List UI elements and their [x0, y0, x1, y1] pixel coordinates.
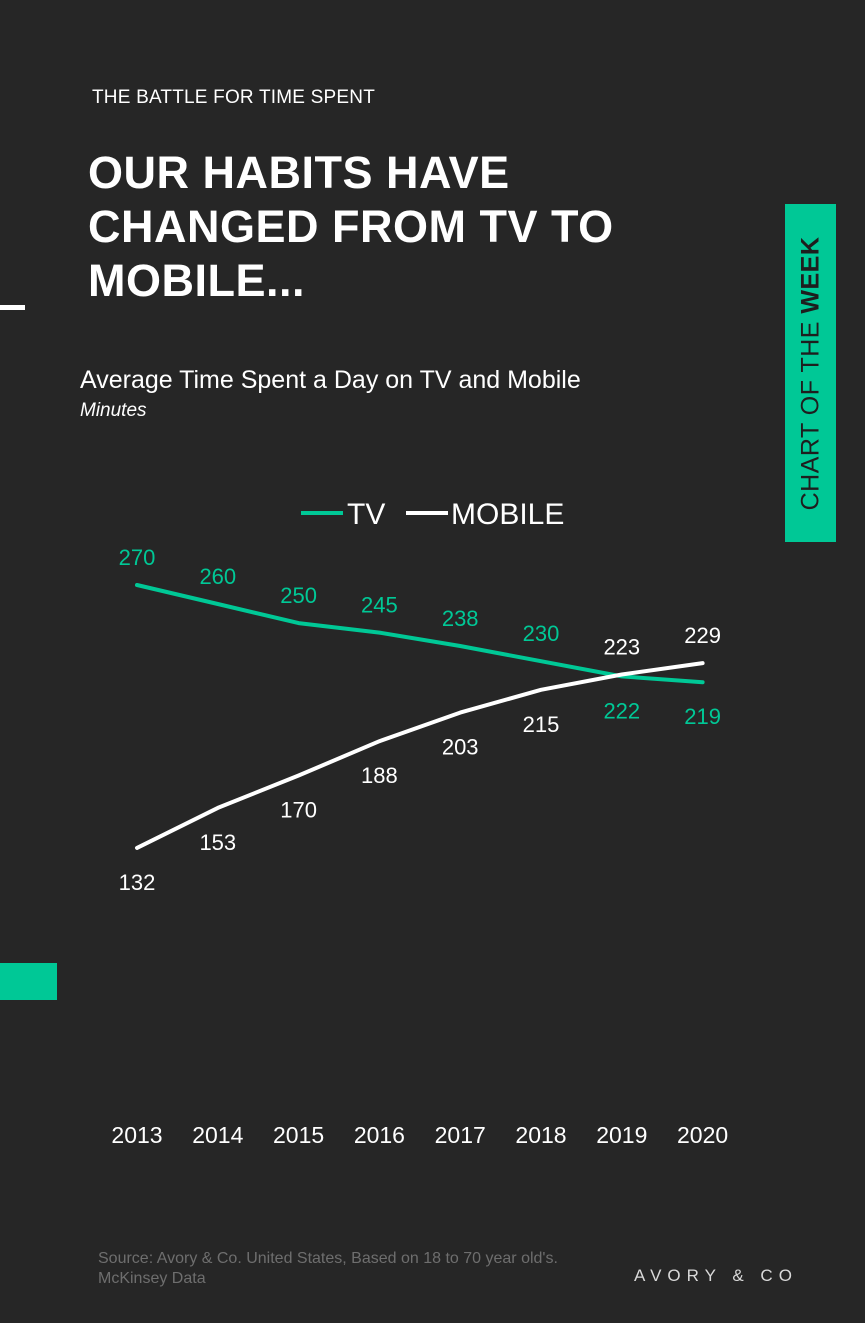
data-label-mobile-2015: 170	[280, 798, 317, 823]
data-label-tv-2016: 245	[361, 593, 398, 618]
chart-title: Average Time Spent a Day on TV and Mobil…	[80, 366, 581, 394]
headline: OUR HABITS HAVE CHANGED FROM TV TO MOBIL…	[88, 147, 614, 306]
data-label-tv-2018: 230	[523, 621, 560, 646]
eyebrow-label: THE BATTLE FOR TIME SPENT	[92, 87, 375, 108]
data-label-mobile-2016: 188	[361, 763, 398, 788]
data-label-mobile-2019: 223	[603, 635, 640, 660]
x-tick-label-2014: 2014	[192, 1122, 243, 1148]
data-label-tv-2015: 250	[280, 583, 317, 608]
brand-logo: AVORY & CO	[634, 1266, 798, 1285]
data-label-tv-2013: 270	[119, 545, 156, 570]
data-label-mobile-2018: 215	[523, 712, 560, 737]
accent-dash	[0, 305, 25, 310]
chart-subtitle: Minutes	[80, 400, 147, 421]
x-tick-label-2013: 2013	[111, 1122, 162, 1148]
chart-of-the-week-tag: CHART OF THE WEEK	[785, 204, 836, 542]
series-line-mobile	[135, 661, 705, 850]
x-tick-label-2017: 2017	[435, 1122, 486, 1148]
legend-label-mobile: MOBILE	[451, 498, 564, 531]
source-note: Source: Avory & Co. United States, Based…	[98, 1250, 558, 1287]
data-label-tv-2014: 260	[199, 564, 236, 589]
x-tick-label-2019: 2019	[596, 1122, 647, 1148]
data-label-tv-2020: 219	[684, 704, 721, 729]
x-tick-label-2015: 2015	[273, 1122, 324, 1148]
x-tick-label-2020: 2020	[677, 1122, 728, 1148]
legend-label-tv: TV	[347, 498, 385, 531]
x-tick-label-2018: 2018	[515, 1122, 566, 1148]
data-label-tv-2017: 238	[442, 606, 479, 631]
data-label-mobile-2017: 203	[442, 735, 479, 760]
data-label-mobile-2013: 132	[119, 870, 156, 895]
data-label-mobile-2014: 153	[199, 830, 236, 855]
data-label-mobile-2020: 229	[684, 623, 721, 648]
x-tick-label-2016: 2016	[354, 1122, 405, 1148]
data-label-tv-2019: 222	[603, 698, 640, 723]
accent-block	[0, 963, 57, 1000]
series-line-tv	[135, 583, 705, 685]
